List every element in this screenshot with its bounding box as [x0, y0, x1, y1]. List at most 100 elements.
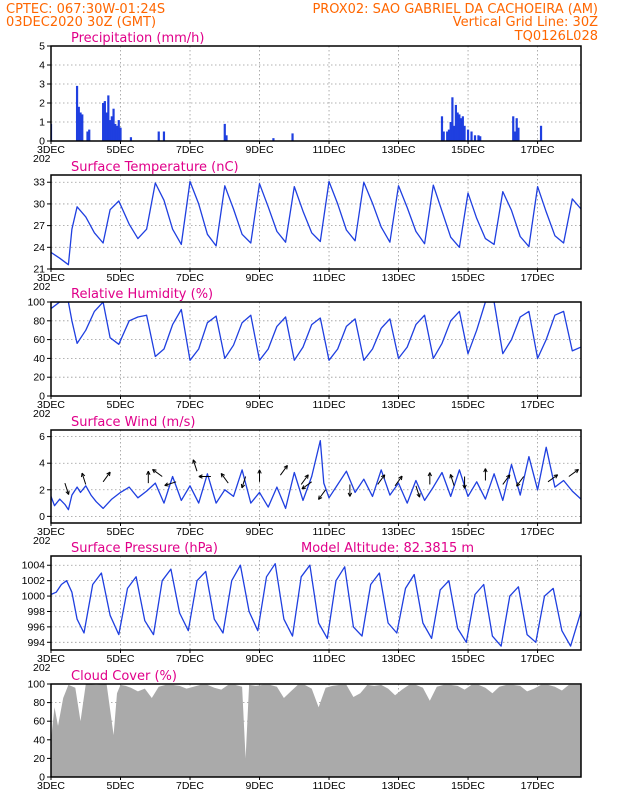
year-label-fragment: 202 — [33, 408, 51, 420]
x-tick-label: 7DEC — [176, 780, 204, 792]
x-tick-label: 9DEC — [246, 272, 274, 284]
y-tick-label: 27 — [33, 220, 45, 232]
x-tick-label: 7DEC — [176, 526, 204, 538]
precip-bar — [446, 131, 449, 141]
y-tick-label: 100 — [27, 679, 45, 691]
x-tick-label: 9DEC — [246, 653, 274, 665]
precip-bar — [103, 101, 106, 141]
wind-arrow — [220, 473, 229, 484]
x-tick-label: 13DEC — [382, 653, 416, 665]
x-tick-label: 3DEC — [37, 526, 65, 538]
y-tick-label: 1000 — [22, 591, 46, 603]
precip-bar — [157, 131, 160, 141]
series-line — [51, 563, 581, 647]
series-line — [51, 180, 581, 266]
precip-bar — [81, 114, 84, 141]
precip-bar — [107, 95, 110, 141]
x-tick-label: 15DEC — [451, 526, 485, 538]
x-tick-label: 13DEC — [382, 780, 416, 792]
wind-arrow — [164, 481, 177, 486]
precip-bar — [449, 122, 452, 141]
wind-arrow — [318, 489, 326, 500]
panel-temperature: 21 24 27 30 33 3DEC 5DEC 7DEC 9DEC 11DEC 13DEC 15DE… — [33, 160, 582, 293]
wind-arrows — [64, 459, 579, 500]
x-tick-label: 9DEC — [246, 144, 274, 156]
x-tick-label: 3DEC — [37, 144, 65, 156]
wind-arrow — [102, 471, 111, 483]
precip-bar — [517, 127, 520, 141]
y-tick-label: 996 — [27, 621, 45, 633]
y-tick-label: 0 — [39, 136, 45, 148]
y-tick-label: 40 — [33, 353, 45, 365]
y-tick-label: 4 — [39, 60, 45, 72]
wind-arrow — [241, 476, 247, 489]
precip-bar — [79, 112, 82, 141]
x-tick-label: 5DEC — [107, 272, 135, 284]
panel-frame — [50, 683, 582, 778]
plot-area — [51, 684, 581, 777]
panel-title: Surface Wind (m/s) — [71, 415, 195, 430]
x-tick-label: 5DEC — [107, 144, 135, 156]
wind-arrow — [279, 465, 288, 476]
precip-bar — [108, 120, 112, 141]
x-tick-label: 13DEC — [382, 526, 416, 538]
wind-arrow-head — [257, 469, 262, 474]
cloud-area — [51, 684, 581, 777]
wind-arrow-head — [65, 490, 70, 495]
precip-bar — [112, 108, 115, 141]
x-tick-label: 7DEC — [176, 144, 204, 156]
precip-bar — [470, 131, 473, 141]
x-tick-label: 17DEC — [521, 653, 555, 665]
y-tick-label: 0 — [39, 772, 45, 784]
panel-title: Surface Temperature (nC) — [71, 160, 239, 175]
y-tick-label: 1 — [39, 117, 45, 129]
wind-arrow-head — [318, 495, 323, 500]
x-tick-label: 13DEC — [382, 272, 416, 284]
wind-arrow-head — [152, 468, 157, 474]
wind-arrow-head — [81, 472, 86, 478]
x-tick-label: 5DEC — [107, 526, 135, 538]
y-tick-label: 60 — [33, 334, 45, 346]
precip-bar — [75, 85, 79, 141]
wind-arrow — [192, 459, 198, 472]
precip-bar — [473, 135, 477, 141]
wind-arrow — [152, 469, 163, 477]
wind-arrow — [300, 474, 309, 485]
wind-arrow — [415, 485, 421, 498]
wind-arrow — [547, 474, 558, 483]
precip-bar — [105, 112, 108, 141]
wind-arrow — [301, 481, 312, 490]
panel-title: Relative Humidity (%) — [71, 287, 213, 302]
y-tick-label: 1002 — [22, 575, 46, 587]
y-tick-label: 998 — [27, 606, 45, 618]
y-tick-label: 994 — [27, 637, 45, 649]
x-tick-label: 11DEC — [312, 653, 345, 665]
wind-arrow-head — [304, 474, 309, 479]
x-tick-label: 11DEC — [312, 399, 345, 411]
x-tick-label: 15DEC — [451, 780, 485, 792]
x-tick-label: 15DEC — [451, 144, 485, 156]
precip-bar — [440, 116, 444, 141]
wind-arrow-head — [416, 493, 421, 498]
y-tick-label: 40 — [33, 734, 45, 746]
plot-area — [51, 180, 581, 266]
year-label-fragment: 202 — [33, 662, 51, 674]
plot-area — [51, 563, 581, 647]
y-tick-label: 100 — [27, 297, 45, 309]
panel-frame — [50, 45, 582, 142]
header-grid-info: Vertical Grid Line: 30Z — [453, 15, 598, 30]
x-tick-label: 3DEC — [37, 272, 65, 284]
wind-arrow-head — [283, 465, 288, 470]
panel-title: Cloud Cover (%) — [71, 669, 177, 684]
x-tick-label: 7DEC — [176, 653, 204, 665]
x-tick-label: 7DEC — [176, 272, 204, 284]
panel-annotation: Model Altitude: 82.3815 m — [301, 541, 474, 556]
panel-frame — [50, 429, 582, 524]
y-tick-label: 21 — [33, 264, 45, 276]
precip-bar — [513, 131, 517, 141]
plot-area — [51, 439, 581, 511]
precip-bar — [447, 129, 451, 141]
y-tick-label: 6 — [39, 431, 45, 443]
wind-arrow-head — [483, 468, 488, 473]
x-tick-label: 9DEC — [246, 780, 274, 792]
